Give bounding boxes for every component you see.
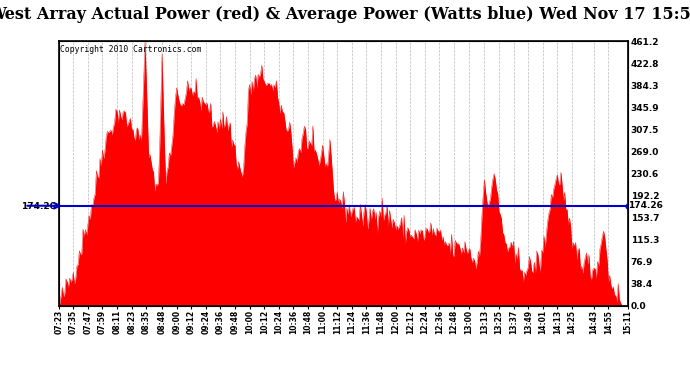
Text: 174.26: 174.26 — [628, 201, 663, 210]
Text: West Array Actual Power (red) & Average Power (Watts blue) Wed Nov 17 15:56: West Array Actual Power (red) & Average … — [0, 6, 690, 22]
Text: Copyright 2010 Cartronics.com: Copyright 2010 Cartronics.com — [60, 45, 201, 54]
